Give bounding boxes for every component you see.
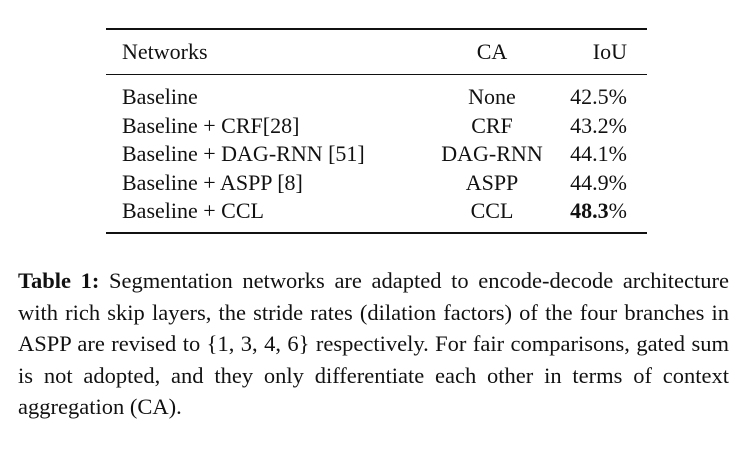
table-row: Baseline + CRF[28] CRF 43.2% xyxy=(106,112,647,141)
cell-network: Baseline + CRF[28] xyxy=(122,112,300,138)
cell-ca: None xyxy=(468,84,516,109)
cell-network: Baseline + ASPP [8] xyxy=(122,169,303,195)
caption-text: Segmentation networks are adapted to enc… xyxy=(18,268,729,419)
results-table-container: Networks CA IoU Baseline None 42.5% Base… xyxy=(106,28,647,234)
cell-iou: 42.5% xyxy=(570,84,627,109)
table-row-best: Baseline + CCL CCL 48.3% xyxy=(106,197,647,233)
cell-iou: 43.2% xyxy=(570,112,627,138)
cell-iou: 44.1% xyxy=(570,141,627,166)
best-iou-value: 48.3 xyxy=(570,198,609,223)
cell-iou-best: 48.3% xyxy=(562,197,647,233)
table-row: Baseline + DAG-RNN [51] DAG-RNN 44.1% xyxy=(106,140,647,169)
cell-network: Baseline + CCL xyxy=(122,198,264,223)
table-row: Baseline None 42.5% xyxy=(106,74,647,112)
header-ca: CA xyxy=(476,38,508,64)
cell-ca: DAG-RNN xyxy=(441,141,543,166)
caption-label: Table 1: xyxy=(18,268,100,293)
table-header-row: Networks CA IoU xyxy=(106,29,647,75)
header-iou: IoU xyxy=(592,38,627,64)
table-row: Baseline + ASPP [8] ASPP 44.9% xyxy=(106,169,647,198)
cell-ca: ASPP xyxy=(465,169,519,195)
cell-iou: 44.9% xyxy=(570,169,627,195)
cell-ca: CRF xyxy=(471,112,513,138)
results-table: Networks CA IoU Baseline None 42.5% Base… xyxy=(106,28,647,234)
cell-network: Baseline xyxy=(122,84,198,109)
cell-ca: CCL xyxy=(470,198,514,223)
cell-network: Baseline + DAG-RNN [51] xyxy=(122,141,365,166)
table-caption: Table 1: Segmentation networks are adapt… xyxy=(18,265,729,423)
header-networks: Networks xyxy=(122,38,208,64)
best-iou-suffix: % xyxy=(608,198,627,223)
